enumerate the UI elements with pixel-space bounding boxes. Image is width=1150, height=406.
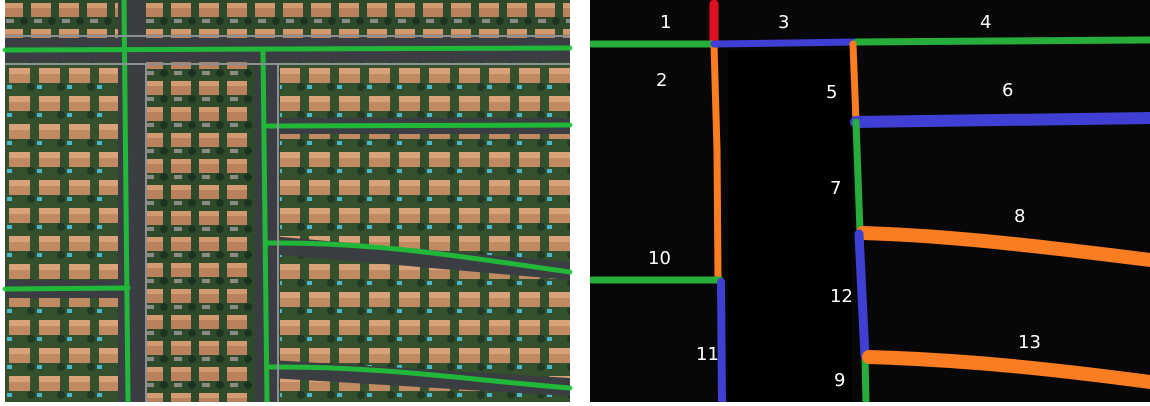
graph-background xyxy=(590,0,1150,402)
segment-5 xyxy=(849,40,860,126)
segment-label-11: 11 xyxy=(696,344,719,365)
segment-12 xyxy=(854,229,870,361)
segment-label-8: 8 xyxy=(1014,206,1025,227)
segment-6 xyxy=(850,112,1150,128)
aerial-image xyxy=(2,0,573,405)
aerial-image-panel xyxy=(0,0,575,405)
segment-label-6: 6 xyxy=(1002,80,1013,101)
segment-3 xyxy=(710,38,861,48)
segment-label-2: 2 xyxy=(656,70,667,91)
segment-label-5: 5 xyxy=(826,82,837,103)
segment-label-7: 7 xyxy=(830,178,841,199)
segment-13 xyxy=(862,350,1150,389)
segment-2 xyxy=(710,40,722,282)
segment-label-1: 1 xyxy=(660,12,671,33)
segment-label-10: 10 xyxy=(648,248,671,269)
segment-7 xyxy=(852,118,864,236)
segment-9 xyxy=(861,353,870,406)
annotated-graph-panel: 1 2 3 4 5 6 7 8 9 10 11 12 13 xyxy=(588,0,1150,406)
segment-label-4: 4 xyxy=(980,12,991,33)
segment-label-13: 13 xyxy=(1018,332,1041,353)
segment-label-9: 9 xyxy=(834,370,845,391)
segment-11 xyxy=(717,278,726,406)
segment-label-12: 12 xyxy=(830,286,853,307)
road-block xyxy=(728,50,852,402)
segment-8 xyxy=(856,226,1150,267)
segment-4 xyxy=(853,36,1150,46)
segment-label-3: 3 xyxy=(778,12,789,33)
